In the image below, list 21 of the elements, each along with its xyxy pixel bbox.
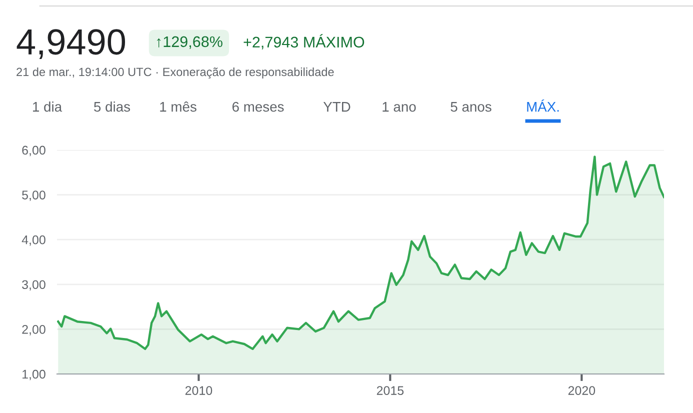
text: 5 dias (94, 102, 130, 112)
text: MÁX. (527, 100, 559, 112)
text: ↑129,68% (157, 36, 222, 49)
y-tick-label: 1,00 (22, 370, 46, 380)
text: YTD (323, 102, 350, 112)
chart-subtitle: 21 de mar., 19:14:00 UTC · Exoneração de responsabilidade (16, 67, 334, 79)
x-tick-label: 2020 (568, 386, 596, 395)
text: 6 meses (232, 102, 284, 112)
y-tick-label: 3,00 (22, 280, 46, 291)
text: +2,7943 MÁXIMO (244, 34, 364, 50)
x-tick-label: 2015 (376, 386, 404, 395)
y-tick-label: 2,00 (22, 325, 46, 336)
text: 5 anos (450, 102, 492, 112)
y-tick-label: 5,00 (22, 190, 46, 201)
x-tick-label: 2010 (185, 386, 212, 395)
text: 1 dia (33, 102, 62, 112)
chart-title: 4,9490 (16, 29, 126, 59)
text: 1 mês (160, 101, 196, 112)
y-tick-label: 4,00 (22, 235, 46, 246)
text: 1 ano (382, 102, 416, 112)
y-tick-label: 6,00 (22, 146, 46, 156)
